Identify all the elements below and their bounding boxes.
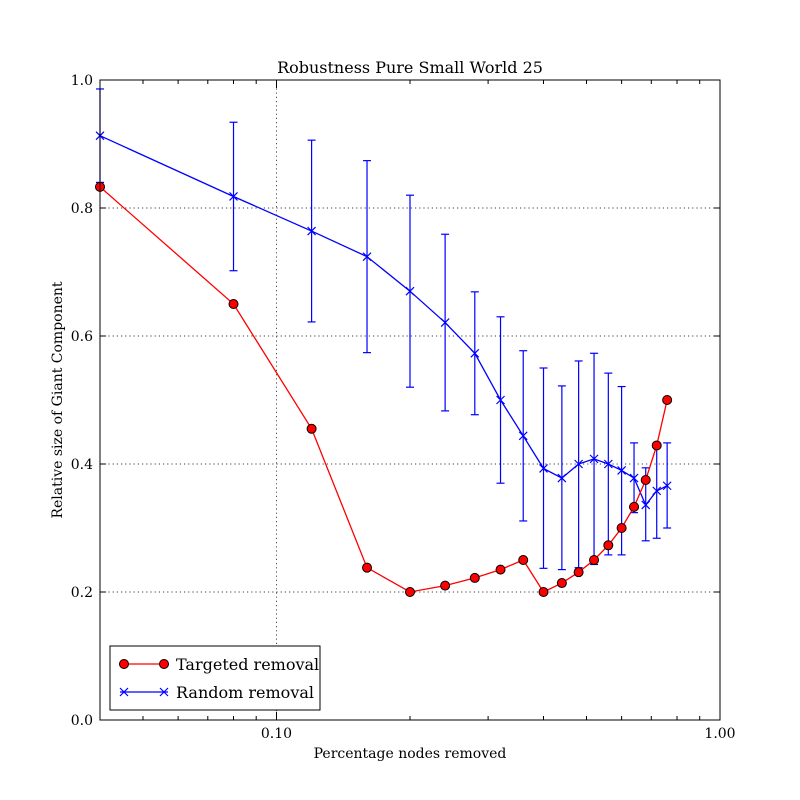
data-point — [662, 481, 672, 491]
x-tick-label: 1.00 — [704, 726, 735, 742]
data-point — [662, 395, 673, 405]
grid-layer — [100, 80, 720, 720]
data-point — [229, 192, 238, 201]
legend-marker — [119, 659, 129, 669]
data-point — [629, 501, 640, 512]
legend-items: Targeted removal Random removal — [119, 655, 319, 702]
data-point — [518, 431, 528, 441]
data-point — [362, 252, 372, 262]
data-point — [589, 555, 600, 565]
legend-label: Targeted removal — [176, 655, 319, 674]
data-point — [651, 440, 662, 451]
y-tick-label: 0.6 — [71, 329, 93, 345]
data-point — [496, 395, 505, 405]
data-point — [573, 567, 584, 578]
legend-marker — [159, 687, 169, 697]
legend-label: Random removal — [176, 683, 314, 702]
x-tick-label: 0.10 — [261, 726, 292, 742]
chart-title: Robustness Pure Small World 25 — [277, 58, 543, 77]
data-point — [629, 473, 639, 483]
data-point — [641, 500, 651, 510]
series-layer — [95, 88, 673, 597]
data-point — [574, 459, 584, 469]
data-point — [617, 465, 627, 475]
legend-marker — [159, 659, 169, 669]
y-tick-label: 0.0 — [71, 713, 93, 729]
legend: Targeted removal Random removal — [109, 645, 321, 711]
data-point — [469, 572, 480, 583]
data-point — [362, 562, 373, 573]
data-point — [405, 286, 415, 296]
data-point — [538, 587, 549, 597]
series-group — [95, 181, 673, 597]
series-line — [99, 186, 668, 593]
data-point — [539, 464, 548, 473]
data-point — [307, 226, 317, 236]
plot-frame — [99, 79, 721, 721]
y-tick-label: 0.8 — [71, 201, 93, 217]
data-point — [495, 564, 506, 575]
series-line — [99, 135, 668, 507]
data-point — [557, 473, 567, 483]
y-axis-label: Relative size of Giant Component — [50, 281, 66, 518]
data-point — [405, 587, 415, 597]
data-point — [470, 348, 480, 358]
data-point — [440, 580, 451, 591]
data-point — [603, 540, 614, 551]
legend-marker — [119, 687, 129, 697]
tick-layer: 0.0 0.2 0.4 0.6 0.8 1.0 0.10 1.00 — [71, 73, 736, 742]
y-tick-label: 0.4 — [71, 457, 93, 473]
series-group — [95, 88, 672, 571]
data-point — [589, 454, 599, 464]
x-axis-label: Percentage nodes removed — [314, 746, 507, 762]
y-tick-label: 1.0 — [71, 73, 93, 89]
data-point — [640, 475, 651, 485]
data-point — [228, 299, 239, 309]
data-point — [616, 523, 627, 533]
data-point — [440, 318, 450, 327]
data-point — [556, 578, 567, 589]
data-point — [518, 555, 529, 565]
data-point — [306, 423, 317, 434]
legend-box — [109, 645, 321, 711]
data-point — [603, 459, 613, 469]
data-point — [652, 486, 662, 496]
y-tick-label: 0.2 — [71, 585, 93, 601]
